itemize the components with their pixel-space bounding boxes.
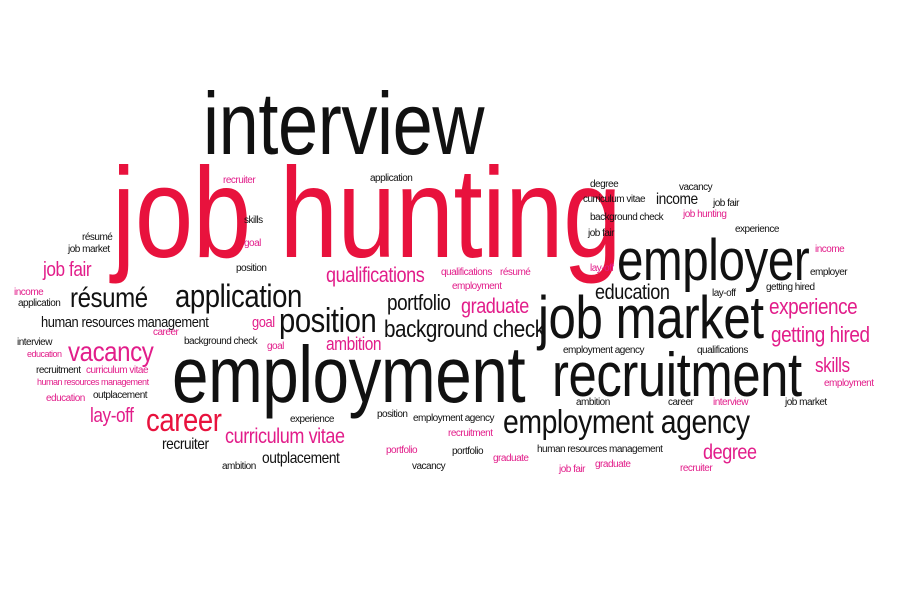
word-small: qualifications: [697, 345, 748, 356]
word-job-hunting: job hunting: [112, 142, 622, 285]
word-small: job market: [785, 397, 827, 408]
word-small: goal: [267, 341, 284, 352]
word-qualifications: qualifications: [326, 264, 425, 287]
word-small: employment: [452, 281, 502, 292]
word-small: human resources management: [537, 444, 663, 455]
word-small: outplacement: [93, 390, 148, 401]
word-employment: employment: [172, 330, 526, 419]
word-small: résumé: [500, 267, 531, 278]
word-small: vacancy: [679, 182, 713, 193]
word-interview: interview: [203, 74, 485, 173]
word-small: interview: [17, 337, 52, 348]
word-background-check: background check: [384, 316, 545, 343]
word-experience: experience: [769, 294, 858, 319]
word-education: education: [595, 281, 670, 304]
word-graduate: graduate: [461, 295, 529, 318]
word-small: education: [46, 393, 85, 404]
word-small: career: [153, 327, 179, 338]
word-goal: goal: [252, 314, 275, 331]
word-job-fair: job fair: [43, 259, 92, 281]
word-small: position: [236, 263, 267, 274]
word-resume: résumé: [70, 282, 148, 313]
word-small: recruitment: [448, 428, 493, 439]
word-small: résumé: [82, 232, 113, 243]
word-recruitment: recruitment: [552, 341, 802, 410]
word-small: ambition: [576, 397, 610, 408]
word-small: lay-off: [590, 263, 614, 274]
word-degree: degree: [703, 441, 757, 464]
word-small: curriculum vitae: [86, 365, 149, 376]
word-small: background check: [590, 212, 664, 223]
word-small: job market: [68, 244, 110, 255]
word-small: job fair: [713, 198, 740, 209]
word-skills: skills: [815, 355, 850, 377]
word-small: employment agency: [413, 413, 495, 424]
word-small: recruiter: [223, 175, 256, 186]
word-small: application: [370, 173, 413, 184]
word-small: experience: [735, 224, 779, 235]
word-small: getting hired: [766, 282, 815, 293]
word-small: goal: [244, 238, 261, 249]
word-curriculum-vitae: curriculum vitae: [225, 425, 345, 448]
word-small: degree: [590, 179, 619, 190]
word-small: career: [668, 397, 694, 408]
word-small: experience: [290, 414, 334, 425]
word-small: background check: [184, 336, 258, 347]
word-small: employment agency: [563, 345, 645, 356]
word-employer: employer: [617, 228, 810, 293]
word-income: income: [656, 191, 698, 208]
word-small: income: [14, 287, 44, 298]
word-small: job hunting: [683, 209, 727, 220]
word-small: portfolio: [386, 445, 418, 456]
word-small: job fair: [588, 228, 615, 239]
word-small: recruitment: [36, 365, 81, 376]
word-portfolio: portfolio: [387, 290, 451, 315]
word-small: income: [815, 244, 845, 255]
word-outplacement: outplacement: [262, 450, 340, 467]
word-getting-hired: getting hired: [771, 322, 870, 347]
word-small: position: [377, 409, 408, 420]
word-ambition: ambition: [326, 334, 382, 354]
word-small: job fair: [559, 464, 586, 475]
word-position: position: [279, 302, 377, 340]
word-small: lay-off: [712, 288, 736, 299]
word-small: recruiter: [680, 463, 713, 474]
word-recruiter: recruiter: [162, 436, 209, 453]
word-application: application: [175, 278, 302, 314]
word-small: curriculum vitae: [583, 194, 646, 205]
word-small: skills: [244, 215, 263, 226]
word-small: vacancy: [412, 461, 446, 472]
word-small: interview: [713, 397, 748, 408]
word-small: graduate: [595, 459, 631, 470]
word-small: education: [27, 349, 62, 359]
word-small: graduate: [493, 453, 529, 464]
word-employment-agency: employment agency: [503, 403, 750, 440]
word-small: employer: [810, 267, 848, 278]
word-small: application: [18, 298, 61, 309]
word-career: career: [146, 402, 222, 438]
word-vacancy: vacancy: [68, 336, 154, 367]
word-small: employment: [824, 378, 874, 389]
word-small: portfolio: [452, 446, 484, 457]
word-small: ambition: [222, 461, 256, 472]
word-small: qualifications: [441, 267, 492, 278]
word-lay-off: lay-off: [90, 405, 134, 427]
word-hrm: human resources management: [41, 314, 209, 331]
word-job-market: job market: [538, 284, 764, 351]
word-small: human resources management: [37, 377, 149, 387]
